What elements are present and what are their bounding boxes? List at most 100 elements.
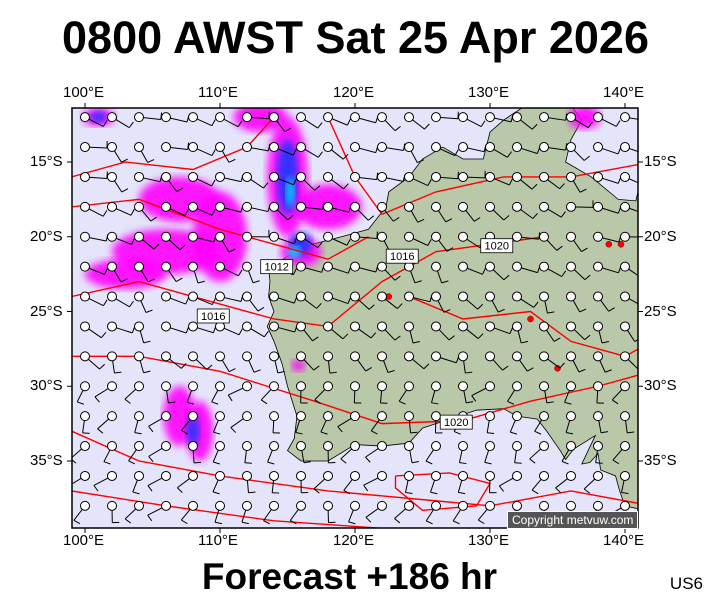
rain-area [568,108,601,130]
wind-station [539,171,565,190]
wind-station [176,470,198,493]
wind-station [320,411,333,435]
wind-station [188,142,216,157]
wind-station [377,112,401,132]
latitude-label: 20°S [644,227,677,245]
wind-station [350,381,362,404]
station-circle [242,470,252,481]
wind-barb-feather [431,402,439,405]
wind-station [404,321,420,344]
station-circle [296,231,306,242]
wind-station [620,112,638,123]
wind-station [296,112,323,129]
station-circle [539,291,549,302]
station-circle [188,441,198,452]
wind-barb-feather [320,431,328,435]
station-circle [566,112,576,123]
wind-barb-feather [427,179,432,186]
wind-station [80,351,105,370]
wind-station [212,470,225,495]
wind-station [350,201,375,221]
station-circle [593,201,603,212]
station-circle [215,351,225,362]
station-circle [593,321,603,332]
wind-barb-feather [175,277,183,283]
wind-barb-feather [104,267,108,275]
wind-barb-feather [645,207,648,213]
station-circle [350,351,360,362]
station-circle [80,231,90,242]
station-circle [431,470,441,481]
wind-station [539,201,566,218]
wind-station [148,441,171,463]
latitude-label: 35°S [644,452,677,469]
wind-station [485,411,495,435]
station-circle [80,201,90,212]
wind-barb-feather [394,125,401,132]
station-circle [485,291,495,302]
wind-station [404,351,430,370]
wind-barb-feather [290,520,297,525]
wind-station [404,231,432,246]
station-circle [593,112,603,123]
wind-station [377,171,406,182]
wind-barb-feather [531,183,538,190]
wind-barb-feather [583,155,590,161]
wind-station [188,112,216,127]
wind-station [269,470,280,494]
rain-heavy-area [186,416,200,447]
wind-station [350,291,375,310]
isobar-label-box [439,414,473,430]
longitude-label: 130°E [468,532,510,549]
wind-barb-feather [368,215,375,221]
wind-station [80,321,107,339]
station-circle [107,411,117,422]
wind-barb-feather [480,120,486,127]
station-circle [134,231,144,242]
wind-barb-feather [424,123,430,130]
station-circle [296,171,306,182]
station-circle [404,142,414,153]
wind-station [620,261,638,277]
station-circle [539,500,549,511]
wind-station [539,231,563,251]
wind-barb-feather [130,208,135,216]
wind-barb-feather [457,171,459,179]
station-circle [215,142,225,153]
wind-barb-feather [99,363,105,370]
wind-station [212,441,225,465]
station-circle [323,201,333,212]
wind-barb-feather [425,460,433,465]
station-circle [215,500,225,511]
station-circle [566,142,576,153]
wind-station [188,351,213,370]
wind-barb-feather [559,362,565,369]
wind-barb-feather [317,151,323,158]
station-circle [512,291,522,302]
station-circle [107,291,117,302]
wind-barb-feather [503,274,510,281]
wind-station [211,381,225,405]
wind-station [296,321,319,342]
wind-station [566,142,590,161]
wind-station [477,500,495,525]
wind-station [134,321,151,344]
wind-barb-feather [561,460,569,465]
station-circle [323,321,333,332]
station-circle [188,351,198,362]
station-circle [485,351,495,362]
wind-station [80,112,108,127]
wind-barb-feather [398,400,406,405]
station-circle [107,231,117,242]
station-circle [134,261,144,272]
wind-station [215,231,236,253]
wind-station [107,351,122,374]
high-marker [617,240,625,248]
wind-barb-feather [503,215,510,221]
isobar-line [72,116,275,178]
station-circle [323,470,333,481]
wind-barb-feather [411,461,419,464]
station-circle [80,112,90,123]
station-circle [80,381,90,392]
isobar-label: 1016 [201,311,225,323]
